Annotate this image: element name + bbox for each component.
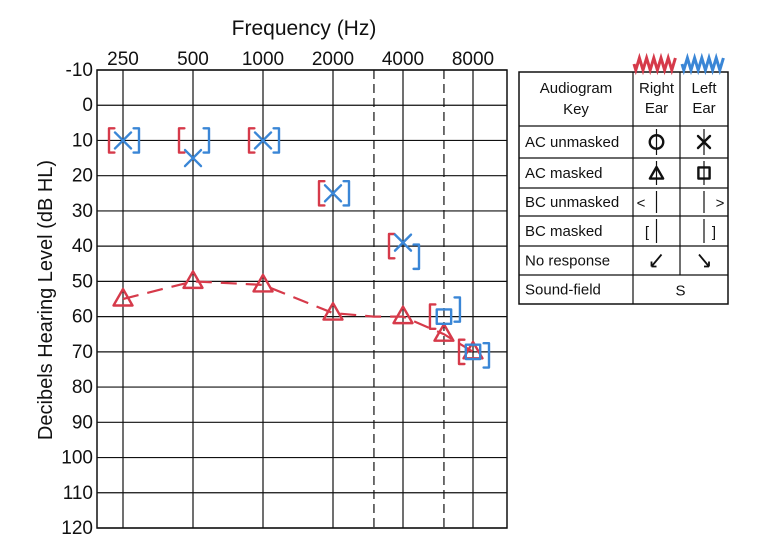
plot-frame [96,69,508,529]
data-point [342,179,351,207]
data-point [107,127,116,154]
data-point [253,131,273,150]
y-tick-label: 70 [72,342,93,363]
data-point [323,184,343,203]
x-tick-label: 8000 [452,49,494,70]
key-header-right: Right [639,80,675,97]
data-point [482,342,491,369]
key-row-label: AC masked [525,165,603,182]
series-right-ear-bc-masked [107,127,466,366]
chart-title: Frequency (Hz) [232,17,377,40]
key-symbol-arrow [650,253,663,268]
key-header-title: Key [563,101,589,118]
y-tick-label: 100 [61,448,93,469]
key-row-label: BC masked [525,223,603,240]
plot-grid [96,69,508,529]
data-point [272,127,281,154]
y-tick-label: 60 [72,307,93,328]
y-tick-label: 110 [63,483,93,504]
x-tick-label: 250 [107,49,139,70]
x-tick-label: 4000 [382,49,424,70]
key-symbol-arrow [698,253,710,268]
y-tick-label: 0 [82,95,93,116]
data-point [177,127,186,154]
data-point [252,273,274,293]
y-tick-label: 30 [72,201,93,222]
x-tick-label: 500 [177,49,209,70]
y-tick-label: 40 [72,236,93,257]
series-left-ear-bc-masked [132,127,491,369]
key-header-left: Left [691,80,717,97]
y-tick-label: 10 [72,130,93,151]
data-point [387,232,396,260]
key-header-right: Ear [645,100,668,117]
ear-color-squiggle [680,52,725,76]
y-tick-labels: -10 0 10 20 30 40 50 60 70 80 90 100 110 120 [61,60,93,539]
key-header-left: Ear [692,100,715,117]
key-symbol-soundfield: S [675,283,685,300]
y-tick-label: -10 [66,60,93,81]
data-point [317,179,326,207]
x-tick-label: 2000 [312,49,354,70]
data-point [132,127,141,154]
ear-color-squiggle [632,52,677,76]
key-row-label: No response [525,253,610,270]
data-point [183,148,203,168]
series-connector-line [122,280,474,353]
key-header-title: Audiogram [540,80,613,97]
x-tick-label: 1000 [242,49,284,70]
data-point [428,303,437,330]
series-right-ear-ac-masked [112,270,484,360]
data-point [113,131,133,150]
data-point [392,305,414,325]
key-symbol-bc-masked: [ [645,224,650,241]
data-marks [107,127,491,369]
y-tick-label: 120 [61,518,93,539]
key-symbol-bc: < [637,195,646,212]
data-point [322,301,344,321]
data-point [182,270,204,290]
data-point [435,308,453,326]
series-left-ear-ac-masked [435,308,482,361]
data-point [453,296,462,323]
x-tick-labels: 250 500 1000 2000 4000 8000 [107,49,494,70]
key-symbol-bc-masked: ] [712,224,716,241]
data-point [112,287,134,307]
y-tick-label: 20 [72,166,93,187]
y-tick-label: 80 [72,377,93,398]
data-point [412,243,421,271]
key-row-label: BC unmasked [525,194,619,211]
data-point [433,323,455,342]
y-axis-label: Decibels Hearing Level (dB HL) [35,160,57,440]
data-point [393,233,413,252]
data-point [247,127,256,154]
series-left-ear-ac-unmasked [113,131,413,252]
key-row-label: AC unmasked [525,134,619,151]
y-tick-label: 50 [72,271,93,292]
key-row-label: Sound-field [525,282,601,299]
audiogram-key-table: Audiogram Key Right Ear Left Ear AC unmasked AC… [518,52,729,305]
data-point [464,343,482,361]
y-tick-label: 90 [72,412,93,433]
data-point [202,127,211,154]
data-point [457,338,466,366]
key-symbol-bc: > [716,195,725,212]
